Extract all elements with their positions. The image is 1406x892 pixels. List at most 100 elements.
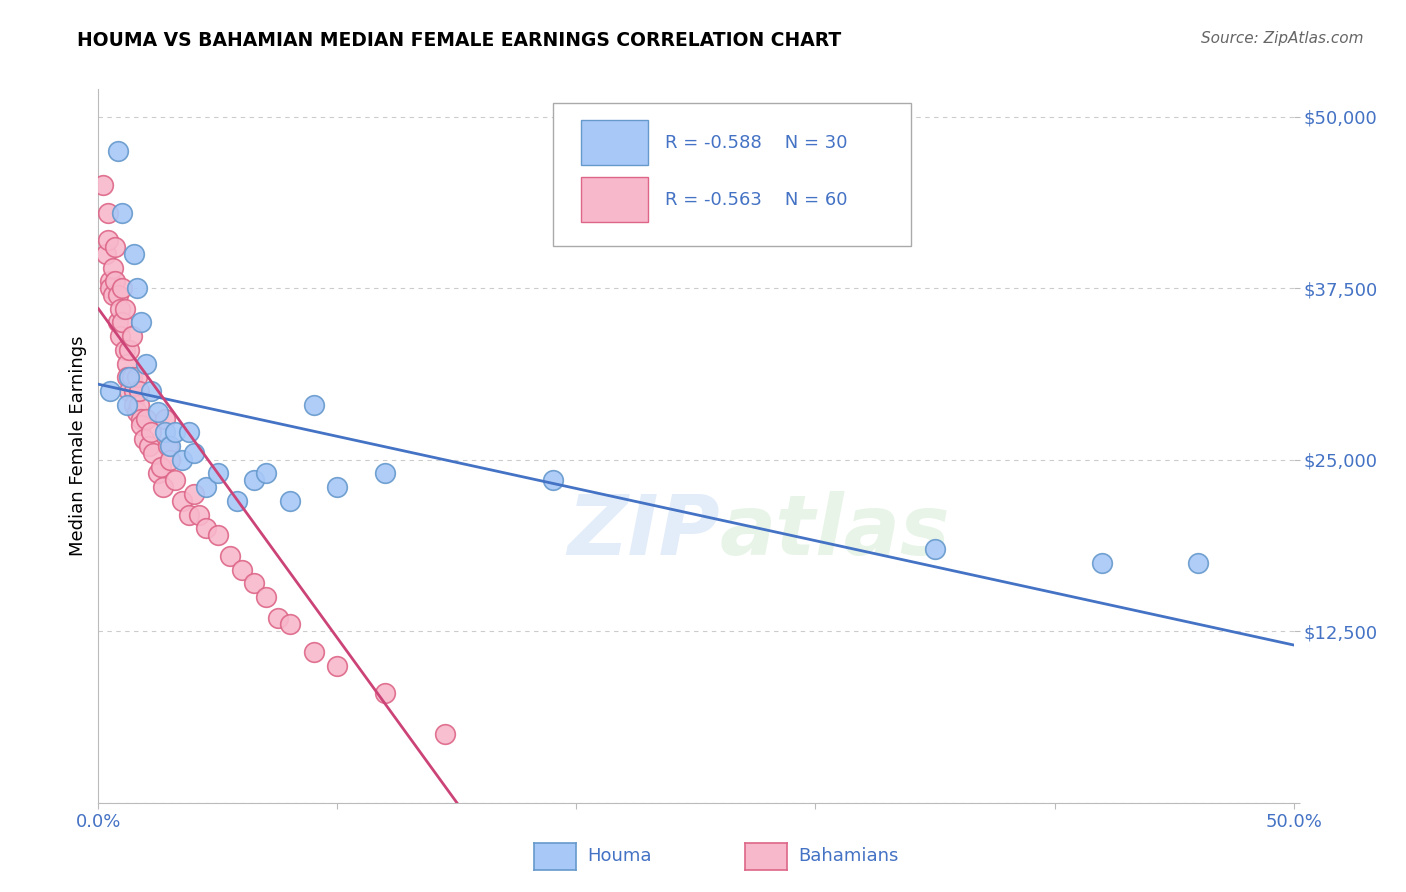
Point	[114, 301, 136, 316]
Text: R = -0.588    N = 30: R = -0.588 N = 30	[665, 134, 848, 152]
Point	[163, 473, 186, 487]
Point	[183, 487, 205, 501]
Point	[207, 467, 229, 481]
Text: ZIP: ZIP	[567, 491, 720, 572]
Point	[131, 316, 153, 330]
Point	[108, 329, 131, 343]
Point	[125, 370, 148, 384]
Point	[219, 549, 242, 563]
Text: Bahamians: Bahamians	[799, 847, 898, 865]
Point	[98, 384, 122, 398]
Point	[924, 541, 946, 556]
Point	[115, 370, 138, 384]
Point	[111, 205, 134, 219]
Point	[195, 480, 218, 494]
Point	[142, 446, 165, 460]
Point	[183, 446, 205, 460]
Point	[254, 590, 277, 604]
Point	[97, 205, 120, 219]
Point	[226, 494, 249, 508]
Point	[278, 494, 301, 508]
Y-axis label: Median Female Earnings: Median Female Earnings	[69, 335, 87, 557]
Point	[121, 370, 143, 384]
Point	[94, 247, 117, 261]
Point	[118, 343, 141, 357]
Point	[124, 398, 146, 412]
Point	[128, 384, 150, 398]
Point	[155, 411, 177, 425]
Point	[101, 288, 124, 302]
Point	[128, 398, 150, 412]
Point	[172, 452, 194, 467]
Point	[125, 281, 148, 295]
Point	[132, 432, 155, 446]
Point	[243, 576, 266, 591]
Point	[163, 425, 186, 440]
Point	[148, 467, 170, 481]
Point	[187, 508, 209, 522]
Point	[139, 384, 162, 398]
Point	[101, 260, 124, 275]
Point	[124, 247, 146, 261]
Point	[135, 357, 157, 371]
Point	[374, 686, 396, 700]
Text: R = -0.563    N = 60: R = -0.563 N = 60	[665, 191, 848, 209]
Point	[207, 528, 229, 542]
Point	[326, 658, 349, 673]
Point	[172, 494, 194, 508]
Point	[139, 425, 162, 440]
Point	[131, 411, 153, 425]
Point	[1091, 556, 1114, 570]
FancyBboxPatch shape	[581, 120, 648, 165]
Point	[179, 508, 201, 522]
Point	[434, 727, 457, 741]
Point	[135, 411, 157, 425]
FancyBboxPatch shape	[553, 103, 911, 246]
Point	[125, 405, 148, 419]
Point	[148, 405, 170, 419]
Point	[326, 480, 349, 494]
Point	[231, 562, 253, 576]
Point	[159, 439, 181, 453]
Point	[98, 281, 122, 295]
Point	[108, 301, 131, 316]
Point	[155, 425, 177, 440]
Point	[121, 329, 143, 343]
Point	[98, 274, 122, 288]
Point	[159, 452, 181, 467]
Point	[124, 384, 146, 398]
Point	[541, 473, 564, 487]
FancyBboxPatch shape	[581, 178, 648, 222]
Point	[114, 343, 136, 357]
Point	[107, 316, 129, 330]
Point	[115, 398, 138, 412]
Text: atlas: atlas	[720, 491, 950, 572]
Point	[267, 610, 290, 624]
Point	[118, 370, 141, 384]
Text: Houma: Houma	[588, 847, 652, 865]
Text: HOUMA VS BAHAMIAN MEDIAN FEMALE EARNINGS CORRELATION CHART: HOUMA VS BAHAMIAN MEDIAN FEMALE EARNINGS…	[77, 31, 842, 50]
Point	[374, 467, 396, 481]
Point	[156, 439, 179, 453]
Point	[115, 357, 138, 371]
Point	[302, 645, 325, 659]
Point	[254, 467, 277, 481]
Point	[149, 459, 172, 474]
Point	[302, 398, 325, 412]
Point	[195, 521, 218, 535]
Point	[104, 240, 127, 254]
Point	[107, 288, 129, 302]
Point	[107, 144, 129, 158]
Point	[118, 384, 141, 398]
Point	[1187, 556, 1209, 570]
Point	[243, 473, 266, 487]
Point	[131, 418, 153, 433]
Point	[138, 439, 160, 453]
Text: Source: ZipAtlas.com: Source: ZipAtlas.com	[1201, 31, 1364, 46]
Point	[278, 617, 301, 632]
Point	[179, 425, 201, 440]
Point	[91, 178, 114, 193]
Point	[97, 233, 120, 247]
Point	[111, 316, 134, 330]
Point	[104, 274, 127, 288]
